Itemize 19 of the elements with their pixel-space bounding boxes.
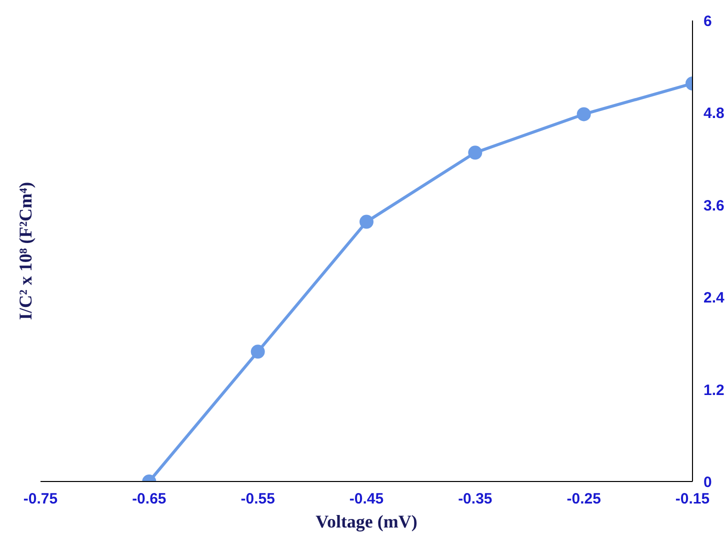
y-tick-label: 2.4 (704, 290, 726, 307)
y-tick-label: 0 (704, 474, 712, 491)
point (250, 344, 265, 359)
y-tick-label: 3.6 (704, 197, 724, 214)
point (576, 107, 591, 122)
x-axis-title: Voltage (mV) (316, 512, 418, 532)
x-tick-label: -0.25 (566, 490, 601, 508)
x-tick-label: -0.15 (675, 490, 710, 508)
y-axis-title: I/C² x 10⁸ (F²Cm⁴) (16, 182, 36, 320)
x-tick-label: -0.65 (132, 490, 166, 508)
point (468, 146, 482, 160)
x-tick-label: -0.75 (23, 490, 58, 508)
x-tick-label: -0.55 (240, 490, 275, 508)
x-tick-label: -0.45 (349, 490, 384, 508)
x-tick-label: -0.35 (458, 490, 492, 508)
y-tick-label: 6 (704, 13, 712, 30)
point (360, 214, 374, 229)
y-tick-label: 4.8 (704, 105, 724, 122)
y-tick-label: 1.2 (704, 382, 724, 399)
